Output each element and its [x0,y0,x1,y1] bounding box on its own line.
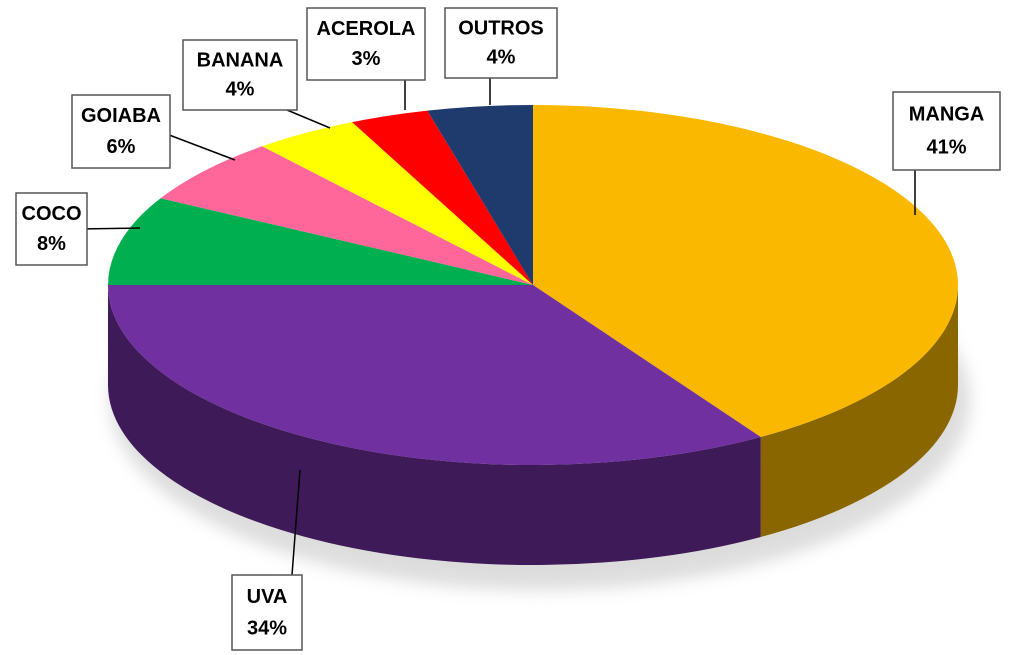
slice-category: OUTROS [458,17,544,39]
label-box [15,192,88,266]
pie-slice [533,105,959,437]
pie-side [108,285,761,565]
leader-line [286,109,331,129]
slice-value-label: 6% [107,136,136,158]
slice-category: UVA [247,586,288,608]
pie-slice [352,110,533,285]
slice-value-label: 41% [926,136,966,158]
slice-category: BANANA [197,49,284,71]
slice-category: COCO [22,203,82,225]
label-box [444,7,558,79]
slice-value-label: 4% [487,47,516,69]
pie-side [760,285,958,537]
pie-slice [108,285,761,465]
slice-value-label: 34% [247,617,287,639]
leader-line [159,130,236,161]
label-box [182,39,298,111]
slice-category: ACEROLA [317,18,416,40]
label-box [231,574,303,651]
leader-line [291,469,301,576]
label-box [71,94,171,169]
slice-value-label: 3% [352,48,381,70]
pie-slice [108,198,533,285]
pie-slice [262,122,533,285]
slice-value-label: 4% [226,79,255,101]
label-box [306,7,426,81]
pie-slice [427,105,533,285]
slice-value-label: 8% [37,233,66,255]
pie-slice [160,146,534,285]
slice-category: GOIABA [81,105,161,127]
slice-category: MANGA [909,104,985,126]
label-box [892,91,1001,171]
